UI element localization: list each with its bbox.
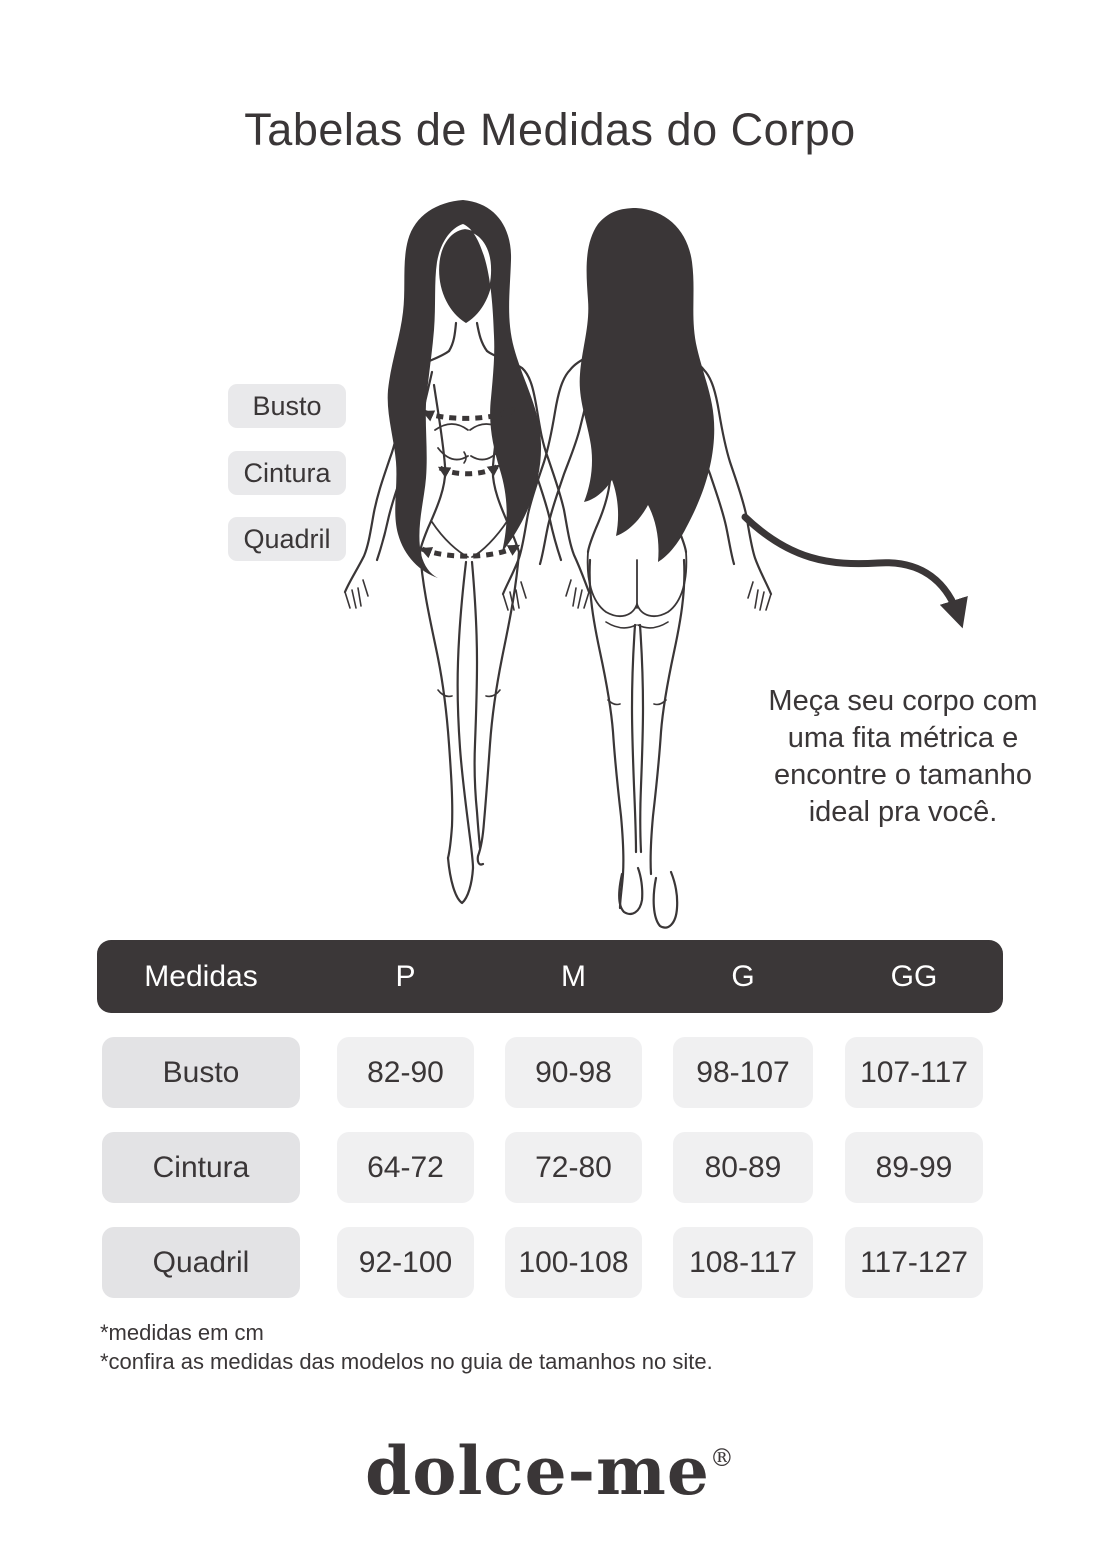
table-cell: 64-72 (337, 1132, 474, 1203)
page-title: Tabelas de Medidas do Corpo (244, 104, 856, 155)
measurement-label-cintura: Cintura (228, 451, 346, 495)
table-row-cintura: Cintura 64-72 72-80 80-89 89-99 (97, 1132, 1003, 1203)
footnote-models: *confira as medidas das modelos no guia … (100, 1349, 713, 1374)
header-cell-g: G (731, 960, 755, 993)
footnotes: *medidas em cm *confira as medidas das m… (100, 1318, 713, 1376)
table-row-busto: Busto 82-90 90-98 98-107 107-117 (97, 1037, 1003, 1108)
measurement-label-quadril: Quadril (228, 517, 346, 561)
note-line: encontre o tamanho (774, 759, 1032, 791)
back-figure (501, 208, 773, 929)
row-label: Cintura (102, 1132, 300, 1203)
header-cell-m: M (561, 960, 586, 993)
note-line: ideal pra você. (808, 796, 998, 828)
navel-mark (463, 451, 467, 464)
header-cell-gg: GG (890, 960, 938, 993)
table-cell: 117-127 (845, 1227, 983, 1298)
note-line: Meça seu corpo com (768, 685, 1038, 717)
body-measurement-illustration (343, 200, 968, 929)
row-label: Quadril (102, 1227, 300, 1298)
curved-arrow-down-icon (741, 513, 968, 629)
brand-logo: dolce-me® (0, 1432, 1100, 1510)
size-table-header: Medidas P M G GG (97, 940, 1003, 1013)
table-cell: 89-99 (845, 1132, 983, 1203)
table-cell: 90-98 (505, 1037, 642, 1108)
header-cell-medidas: Medidas (144, 960, 258, 993)
table-cell: 80-89 (673, 1132, 813, 1203)
table-cell: 82-90 (337, 1037, 474, 1108)
measurement-dashes (419, 406, 521, 559)
front-figure (343, 200, 591, 905)
row-label: Busto (102, 1037, 300, 1108)
footnote-units: *medidas em cm (100, 1320, 264, 1345)
table-cell: 98-107 (673, 1037, 813, 1108)
header-cell-p: P (395, 960, 416, 993)
table-row-quadril: Quadril 92-100 100-108 108-117 117-127 (97, 1227, 1003, 1298)
brand-name: dolce-me (365, 1432, 710, 1510)
table-cell: 100-108 (505, 1227, 642, 1298)
table-cell: 107-117 (845, 1037, 983, 1108)
table-cell: 108-117 (673, 1227, 813, 1298)
note-line: uma fita métrica e (787, 722, 1019, 754)
table-cell: 92-100 (337, 1227, 474, 1298)
registered-mark: ® (709, 1444, 735, 1472)
measurement-label-busto: Busto (228, 384, 346, 428)
table-cell: 72-80 (505, 1132, 642, 1203)
measure-instruction-note: Meça seu corpo com uma fita métrica e en… (752, 683, 1054, 831)
